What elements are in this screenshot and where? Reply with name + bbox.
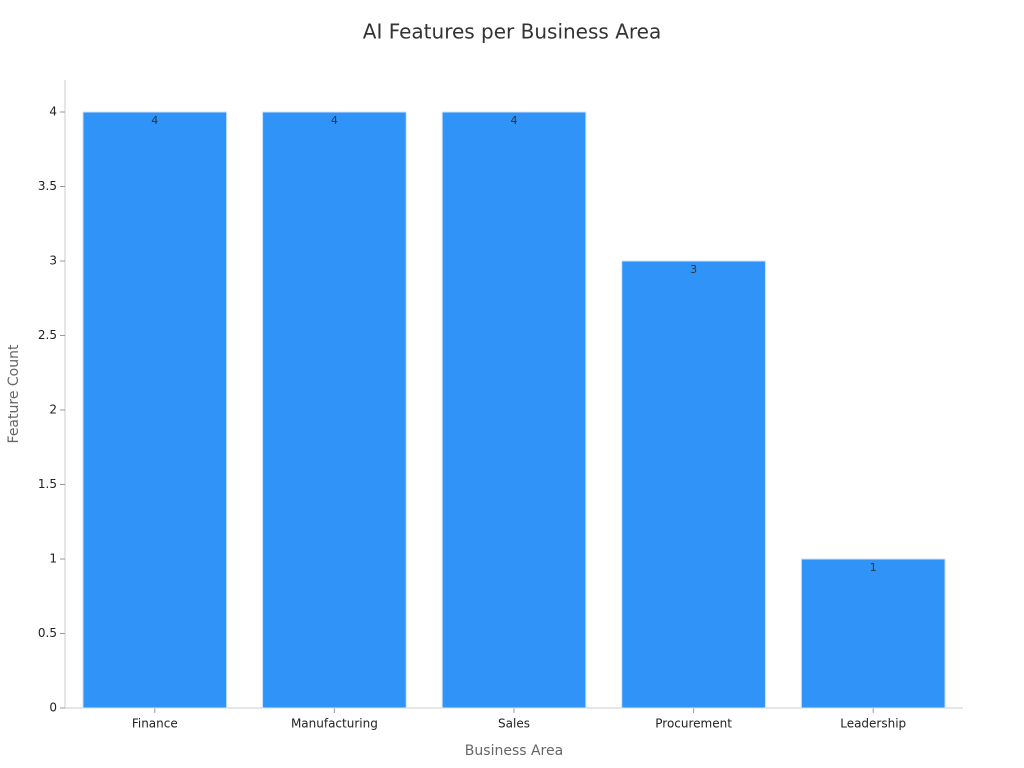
x-tick-label: Sales	[498, 717, 530, 731]
value-label: 4	[511, 114, 518, 127]
x-tick-label: Procurement	[655, 717, 732, 731]
y-tick-label: 2	[49, 403, 57, 417]
x-tick-label: Finance	[132, 717, 178, 731]
y-tick-label: 3	[49, 254, 57, 268]
y-tick-label: 4	[49, 105, 57, 119]
y-tick-label: 0	[49, 701, 57, 715]
bar	[441, 111, 587, 709]
bar	[262, 111, 407, 709]
x-tick-label: Manufacturing	[291, 717, 378, 731]
x-axis-title: Business Area	[465, 743, 563, 759]
value-label: 4	[331, 114, 338, 127]
y-axis-title: Feature Count	[6, 344, 22, 443]
y-tick-label: 1	[49, 552, 57, 566]
value-label: 3	[690, 263, 697, 276]
y-tick-label: 1.5	[38, 477, 57, 491]
bar	[82, 111, 228, 709]
bar	[621, 260, 766, 709]
y-tick-label: 3.5	[38, 179, 57, 193]
y-tick-label: 2.5	[38, 328, 57, 342]
bar	[800, 558, 946, 709]
y-tick-label: 0.5	[38, 626, 57, 640]
x-tick-label: Leadership	[840, 717, 906, 731]
chart-title: AI Features per Business Area	[363, 20, 661, 44]
value-label: 1	[870, 561, 877, 574]
value-label: 4	[151, 114, 158, 127]
